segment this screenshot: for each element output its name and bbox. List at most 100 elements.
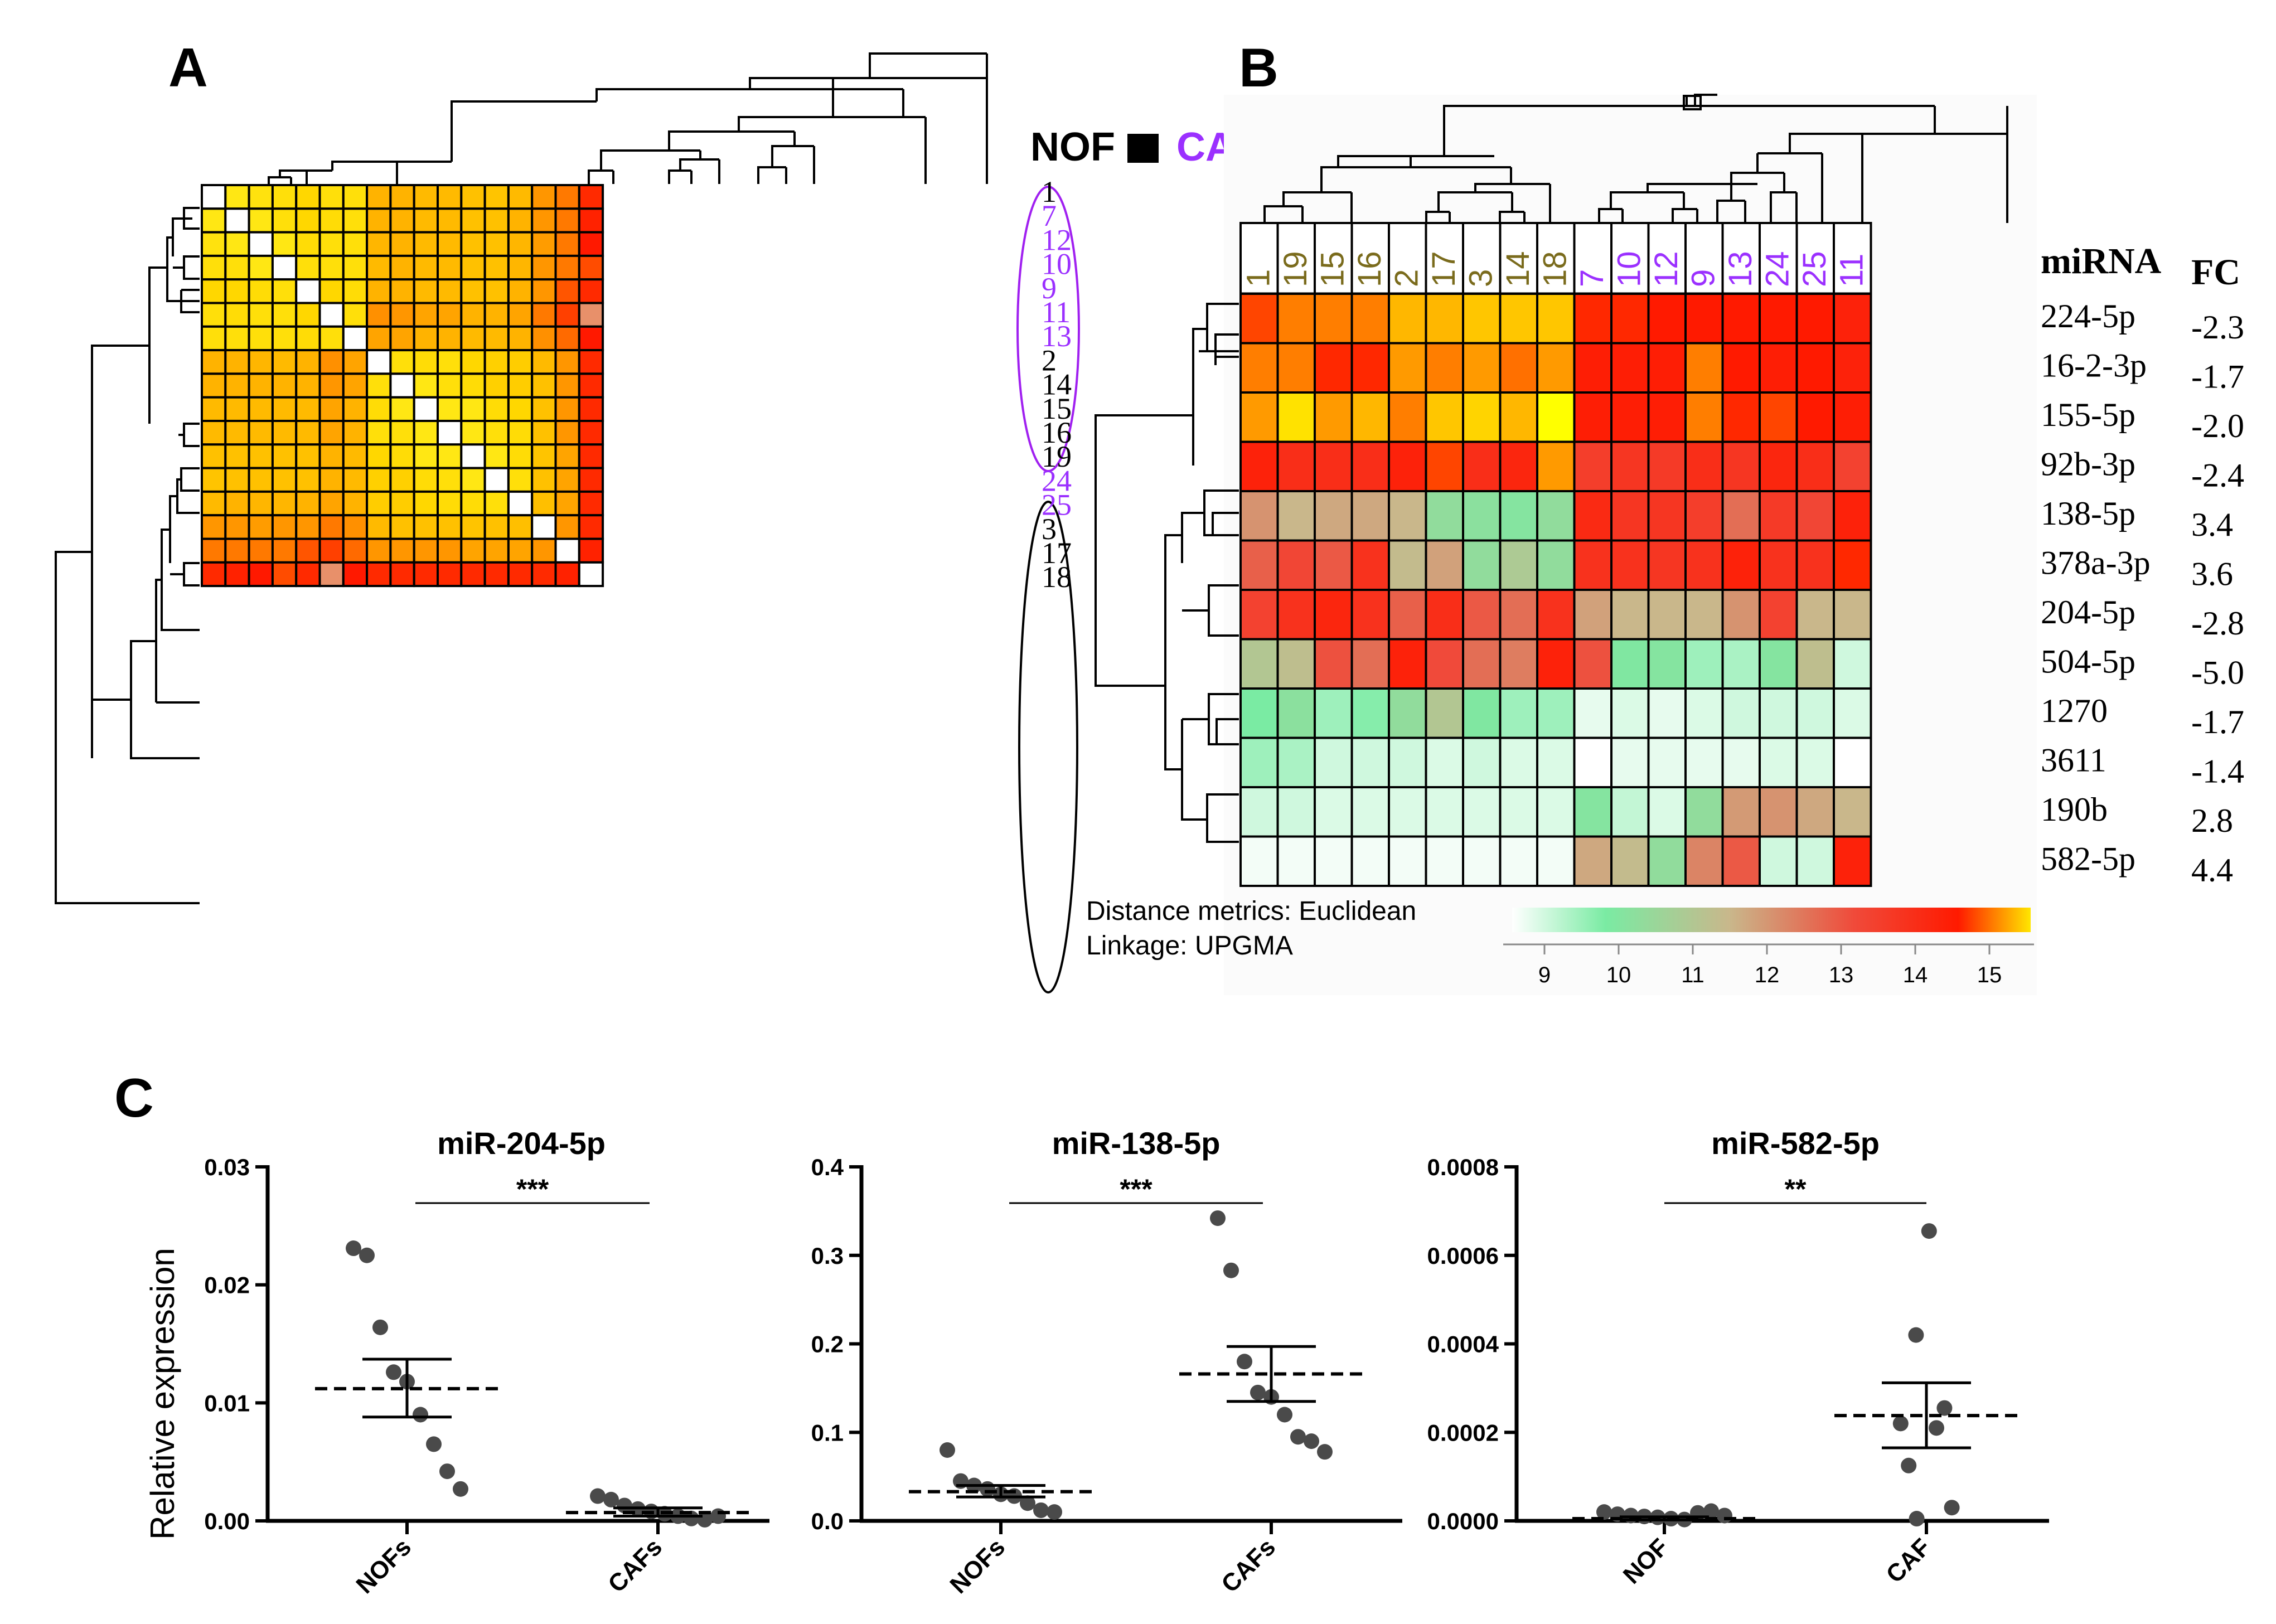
correlation-cell <box>389 420 415 446</box>
correlation-cell <box>389 207 415 234</box>
expression-cell <box>1350 440 1390 492</box>
correlation-cell <box>248 396 274 423</box>
plot-title: miR-204-5p <box>437 1126 606 1161</box>
data-point <box>940 1442 955 1458</box>
sample-label: 16 <box>1042 416 1072 449</box>
correlation-cell <box>413 443 439 469</box>
mirna-label: 138-5p <box>2041 495 2135 532</box>
correlation-cell <box>248 443 274 469</box>
column-sample-label: 25 <box>1796 251 1833 287</box>
expression-cell <box>1314 687 1353 739</box>
expression-cell <box>1795 835 1835 887</box>
correlation-cell <box>531 231 557 257</box>
correlation-cell <box>483 537 510 564</box>
expression-cell <box>1462 440 1502 492</box>
correlation-cell <box>460 184 486 210</box>
correlation-cell <box>531 467 557 493</box>
correlation-cell <box>460 537 486 564</box>
expression-cell <box>1721 687 1761 739</box>
panel-b-note-distance: Distance metrics: Euclidean <box>1086 896 1416 926</box>
correlation-cell <box>531 443 557 469</box>
correlation-cell <box>483 302 510 328</box>
expression-cell <box>1499 687 1538 739</box>
data-point <box>1317 1444 1333 1460</box>
expression-cell <box>1684 638 1724 690</box>
correlation-cell <box>483 420 510 446</box>
correlation-cell <box>389 467 415 493</box>
correlation-cell <box>531 278 557 304</box>
correlation-cell <box>507 561 534 588</box>
mirna-label: 16-2-3p <box>2041 347 2147 384</box>
data-point <box>590 1488 606 1504</box>
column-sample-label: 16 <box>1352 251 1388 287</box>
correlation-cell <box>366 254 392 281</box>
expression-cell <box>1239 490 1279 542</box>
expression-cell <box>1833 293 1872 345</box>
correlation-cell <box>318 490 345 517</box>
correlation-cell <box>366 420 392 446</box>
correlation-cell <box>507 278 534 304</box>
correlation-cell <box>271 514 298 540</box>
expression-cell <box>1610 589 1650 641</box>
correlation-cell <box>318 420 345 446</box>
correlation-cell <box>578 207 604 234</box>
correlation-cell <box>507 302 534 328</box>
correlation-cell <box>366 537 392 564</box>
sample-label: 13 <box>1042 319 1072 353</box>
correlation-cell <box>295 396 321 423</box>
expression-cell <box>1276 638 1316 690</box>
correlation-cell <box>271 372 298 399</box>
data-point <box>1020 1495 1035 1511</box>
correlation-cell <box>531 372 557 399</box>
expression-cell <box>1462 736 1502 788</box>
x-tick-label: CAF <box>1881 1533 1936 1588</box>
correlation-cell <box>271 302 298 328</box>
panel-b-row-header: miRNA <box>2041 241 2162 282</box>
correlation-cell <box>531 207 557 234</box>
expression-cell <box>1499 736 1538 788</box>
y-tick-label: 0.0002 <box>1427 1419 1499 1446</box>
correlation-cell <box>437 490 463 517</box>
expression-cell <box>1795 736 1835 788</box>
nof-cluster-ellipse <box>1018 501 1078 993</box>
correlation-cell <box>342 349 369 375</box>
correlation-cell <box>318 467 345 493</box>
correlation-cell <box>554 302 580 328</box>
expression-cell <box>1499 539 1538 591</box>
correlation-cell <box>342 184 369 210</box>
expression-cell <box>1350 342 1390 394</box>
expression-cell <box>1684 736 1724 788</box>
column-header-cell <box>1425 222 1464 295</box>
correlation-cell <box>248 278 274 304</box>
expression-cell <box>1759 391 1798 443</box>
correlation-cell <box>201 254 227 281</box>
correlation-cell <box>201 514 227 540</box>
sample-label: 15 <box>1042 392 1072 425</box>
correlation-cell <box>224 207 250 234</box>
y-tick-label: 0.03 <box>204 1154 250 1180</box>
correlation-cell <box>460 561 486 588</box>
expression-cell <box>1350 293 1390 345</box>
expression-cell <box>1350 539 1390 591</box>
correlation-cell <box>295 325 321 352</box>
fold-change-label: 3.6 <box>2191 556 2233 593</box>
correlation-cell <box>248 207 274 234</box>
correlation-cell <box>554 443 580 469</box>
expression-cell <box>1536 835 1576 887</box>
expression-cell <box>1610 638 1650 690</box>
expression-cell <box>1314 490 1353 542</box>
y-tick-label: 0.01 <box>204 1390 250 1416</box>
panel-label-a: A <box>168 37 208 98</box>
expression-cell <box>1314 835 1353 887</box>
caf-cluster-ellipse <box>1016 186 1080 472</box>
correlation-cell <box>366 396 392 423</box>
expression-cell <box>1239 589 1279 641</box>
correlation-cell <box>366 561 392 588</box>
correlation-cell <box>318 349 345 375</box>
expression-cell <box>1795 391 1835 443</box>
correlation-cell <box>271 561 298 588</box>
correlation-cell <box>507 325 534 352</box>
expression-cell <box>1462 589 1502 641</box>
correlation-cell <box>271 254 298 281</box>
